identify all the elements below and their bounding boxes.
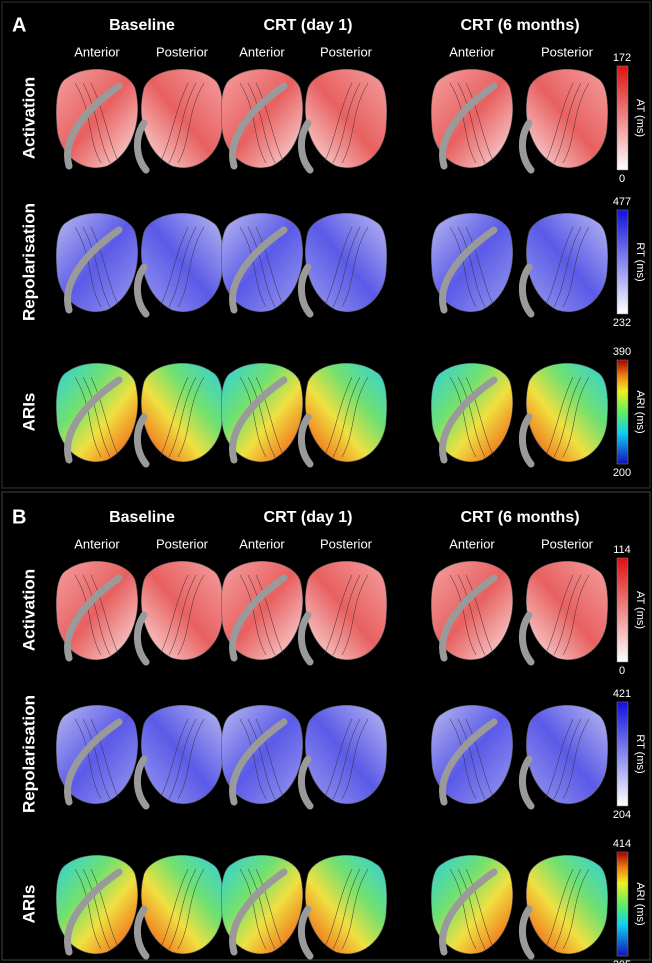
colorbar-label: ARI (ms) bbox=[634, 882, 646, 925]
view-label: Posterior bbox=[541, 44, 594, 59]
colorbar-min: 204 bbox=[613, 809, 631, 821]
heart-map bbox=[305, 561, 386, 660]
heart-map bbox=[526, 213, 607, 312]
colorbar bbox=[617, 558, 628, 662]
heart-map bbox=[305, 69, 386, 168]
heart-map bbox=[526, 855, 607, 954]
colorbar bbox=[617, 702, 628, 806]
heart-map bbox=[305, 213, 386, 312]
heart-map bbox=[141, 855, 222, 954]
colorbar-label: ARI (ms) bbox=[634, 390, 646, 433]
colorbar-label: AT (ms) bbox=[634, 591, 646, 629]
column-title: CRT (6 months) bbox=[460, 17, 579, 34]
row-label: ARIs bbox=[19, 885, 38, 924]
colorbar-max: 172 bbox=[613, 52, 631, 64]
view-label: Anterior bbox=[239, 536, 285, 551]
heart-map bbox=[141, 705, 222, 804]
heart-map bbox=[526, 363, 607, 462]
view-label: Posterior bbox=[320, 536, 373, 551]
heart-map bbox=[305, 855, 386, 954]
colorbar-min: 0 bbox=[619, 173, 625, 185]
view-label: Posterior bbox=[156, 44, 209, 59]
colorbar-min: 205 bbox=[613, 959, 631, 963]
heart-map bbox=[526, 561, 607, 660]
heart-map bbox=[141, 213, 222, 312]
colorbar-max: 414 bbox=[613, 838, 631, 850]
row-label: Repolarisation bbox=[19, 203, 38, 321]
view-label: Anterior bbox=[449, 536, 495, 551]
heart-map bbox=[526, 705, 607, 804]
heart-map bbox=[141, 69, 222, 168]
column-title: CRT (day 1) bbox=[264, 17, 353, 34]
colorbar-min: 0 bbox=[619, 665, 625, 677]
heart-map bbox=[141, 363, 222, 462]
panel-label: A bbox=[12, 14, 26, 36]
colorbar-label: RT (ms) bbox=[634, 242, 646, 281]
colorbar-min: 232 bbox=[613, 317, 631, 329]
figure: A Baseline Anterior Posterior CRT (day 1) Ant… bbox=[0, 0, 652, 963]
view-label: Posterior bbox=[320, 44, 373, 59]
heart-map bbox=[305, 363, 386, 462]
colorbar-label: RT (ms) bbox=[634, 734, 646, 773]
panel-label: B bbox=[12, 506, 26, 528]
heart-map bbox=[305, 705, 386, 804]
view-label: Anterior bbox=[74, 536, 120, 551]
colorbar-max: 390 bbox=[613, 346, 631, 358]
colorbar bbox=[617, 210, 628, 314]
colorbar-label: AT (ms) bbox=[634, 99, 646, 137]
view-label: Anterior bbox=[74, 44, 120, 59]
column-title: CRT (6 months) bbox=[460, 509, 579, 526]
colorbar bbox=[617, 360, 628, 464]
row-label: Activation bbox=[19, 77, 38, 159]
colorbar-max: 477 bbox=[613, 196, 631, 208]
colorbar-min: 200 bbox=[613, 467, 631, 479]
row-label: Activation bbox=[19, 569, 38, 651]
view-label: Anterior bbox=[449, 44, 495, 59]
colorbar-max: 421 bbox=[613, 688, 631, 700]
colorbar bbox=[617, 66, 628, 170]
column-title: Baseline bbox=[109, 17, 175, 34]
colorbar bbox=[617, 852, 628, 956]
view-label: Posterior bbox=[156, 536, 209, 551]
row-label: ARIs bbox=[19, 393, 38, 432]
heart-map bbox=[141, 561, 222, 660]
colorbar-max: 114 bbox=[613, 544, 631, 556]
view-label: Anterior bbox=[239, 44, 285, 59]
view-label: Posterior bbox=[541, 536, 594, 551]
heart-map bbox=[526, 69, 607, 168]
row-label: Repolarisation bbox=[19, 695, 38, 813]
column-title: CRT (day 1) bbox=[264, 509, 353, 526]
column-title: Baseline bbox=[109, 509, 175, 526]
